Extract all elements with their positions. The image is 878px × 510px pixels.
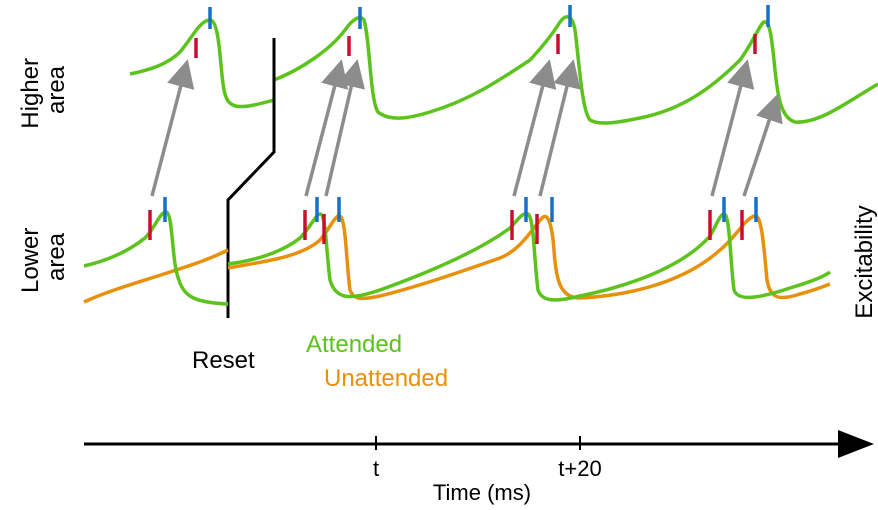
gray-arrow (150, 59, 195, 197)
lower-area-label-line1: Lower (17, 228, 44, 293)
tick-label-t20: t+20 (558, 456, 601, 481)
time-axis-label: Time (ms) (433, 480, 531, 505)
excitability-label: Excitability (851, 205, 878, 318)
lower-area-label: Lower area (17, 221, 70, 293)
unattended-legend: Unattended (324, 365, 448, 392)
gray-arrow (512, 59, 557, 197)
attended-curve (83, 210, 832, 306)
higher-area-label: Higher area (17, 51, 70, 128)
unattended-curve (83, 214, 831, 304)
tick-label-t: t (373, 456, 379, 481)
attended-legend: Attended (306, 331, 402, 358)
reset-label: Reset (192, 347, 255, 374)
time-axis-arrowhead (838, 430, 874, 458)
higher-area-label-line2: area (43, 65, 70, 114)
lower-area-label-line2: area (43, 232, 70, 281)
gray-arrow (304, 59, 349, 197)
higher-area-curve (129, 15, 878, 125)
gray-arrow (710, 59, 755, 197)
gray-arrow (742, 93, 783, 197)
higher-area-label-line1: Higher (17, 58, 44, 129)
gray-arrow (324, 59, 365, 197)
gray-arrow (538, 59, 581, 197)
reset-line (226, 38, 276, 318)
